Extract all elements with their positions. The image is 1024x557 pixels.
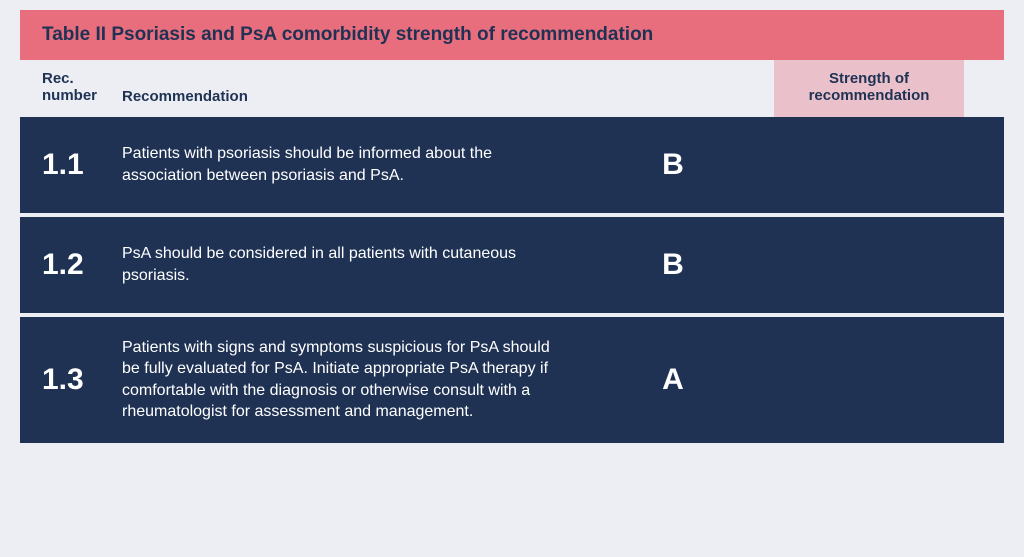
cell-strength: A bbox=[578, 363, 808, 397]
cell-strength: B bbox=[578, 248, 808, 282]
table-row: 1.1 Patients with psoriasis should be in… bbox=[20, 117, 1004, 217]
cell-rec-number: 1.1 bbox=[20, 148, 118, 182]
strength-value: B bbox=[578, 148, 768, 182]
table-header-row: Rec. number Recommendation Strength of r… bbox=[20, 60, 1004, 117]
table-row: 1.2 PsA should be considered in all pati… bbox=[20, 217, 1004, 317]
cell-strength: B bbox=[578, 148, 808, 182]
table-title: Table II Psoriasis and PsA comorbidity s… bbox=[20, 10, 1004, 60]
header-strength: Strength of recommendation bbox=[774, 70, 1004, 105]
cell-recommendation: Patients with psoriasis should be inform… bbox=[118, 143, 578, 186]
header-rec-number: Rec. number bbox=[20, 70, 118, 105]
recommendation-table: Table II Psoriasis and PsA comorbidity s… bbox=[20, 10, 1004, 447]
header-recommendation: Recommendation bbox=[118, 88, 774, 105]
strength-value: A bbox=[578, 363, 768, 397]
cell-rec-number: 1.3 bbox=[20, 363, 118, 397]
table-row: 1.3 Patients with signs and symptoms sus… bbox=[20, 317, 1004, 447]
cell-recommendation: Patients with signs and symptoms suspici… bbox=[118, 337, 578, 423]
table-body: 1.1 Patients with psoriasis should be in… bbox=[20, 117, 1004, 447]
cell-recommendation: PsA should be considered in all patients… bbox=[118, 243, 578, 286]
cell-rec-number: 1.2 bbox=[20, 248, 118, 282]
strength-value: B bbox=[578, 248, 768, 282]
